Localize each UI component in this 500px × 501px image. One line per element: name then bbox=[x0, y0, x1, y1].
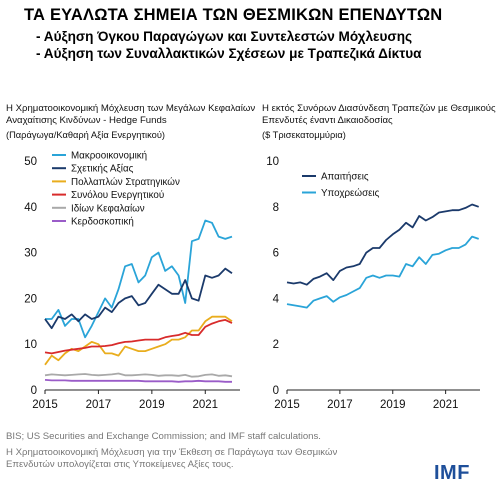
left-y-tick-label: 40 bbox=[24, 202, 37, 214]
left-legend-label: Μακροοικονομική bbox=[71, 151, 147, 162]
left-x-tick-label: 2017 bbox=[86, 399, 112, 411]
page-title: ΤΑ ΕΥΑΛΩΤΑ ΣΗΜΕΙΑ ΤΩΝ ΘΕΣΜΙΚΩΝ ΕΠΕΝΔΥΤΩΝ bbox=[24, 6, 443, 24]
left-series-line-1 bbox=[44, 267, 233, 330]
subtitle-bank-links: - Αύξηση των Συναλλακτικών Σχέσεων με Τρ… bbox=[36, 46, 422, 61]
left-legend-label: Ιδίων Κεφαλαίων bbox=[71, 203, 145, 214]
right-x-tick-label: 2019 bbox=[380, 399, 406, 411]
left-x-tick-label: 2021 bbox=[192, 399, 218, 411]
left-y-tick-label: 10 bbox=[24, 339, 37, 351]
right-y-tick-label: 8 bbox=[273, 202, 279, 214]
right-y-tick-label: 4 bbox=[273, 293, 280, 305]
left-legend-label: Σχετικής Αξίας bbox=[71, 164, 134, 175]
left-y-tick-label: 50 bbox=[24, 156, 37, 168]
left-legend-label: Συνόλου Ενεργητικού bbox=[71, 190, 164, 201]
left-series-line-4 bbox=[44, 372, 233, 378]
left-series-line-5 bbox=[44, 379, 232, 383]
right-legend-label: Απαιτήσεις bbox=[321, 172, 369, 183]
right-y-tick-label: 6 bbox=[273, 248, 279, 260]
left-legend-label: Κερδοσκοπική bbox=[71, 217, 134, 228]
right-x-tick-label: 2015 bbox=[274, 399, 300, 411]
right-series-line-1 bbox=[286, 235, 479, 309]
subtitle-derivatives: - Αύξηση Όγκου Παραγώγων και Συντελεστών… bbox=[36, 29, 413, 44]
right-x-tick-label: 2017 bbox=[327, 399, 353, 411]
left-y-tick-label: 20 bbox=[24, 293, 37, 305]
source-note: BIS; US Securities and Exchange Commissi… bbox=[6, 431, 321, 442]
left-y-tick-label: 0 bbox=[31, 385, 37, 397]
right-y-tick-label: 0 bbox=[273, 385, 279, 397]
right-legend-label: Υποχρεώσεις bbox=[321, 188, 380, 199]
methodology-note: Η Χρηματοοικονομική Μόχλευση για την Έκθ… bbox=[6, 447, 338, 470]
right-series-line-0 bbox=[286, 203, 479, 286]
imf-logo: IMF bbox=[434, 462, 470, 484]
left-x-tick-label: 2015 bbox=[32, 399, 58, 411]
right-y-tick-label: 2 bbox=[273, 339, 279, 351]
left-series-line-2 bbox=[44, 315, 233, 366]
left-legend-label: Πολλαπλών Στρατηγικών bbox=[71, 177, 180, 188]
left-panel-title: Η Χρηματοοικονομική Μόχλευση των Μεγάλων… bbox=[6, 103, 256, 126]
left-x-tick-label: 2019 bbox=[139, 399, 165, 411]
right-x-tick-label: 2021 bbox=[433, 399, 459, 411]
right-panel-unit: ($ Τρισεκατομμύρια) bbox=[262, 130, 346, 140]
left-y-tick-label: 30 bbox=[24, 248, 37, 260]
left-series-line-3 bbox=[44, 318, 233, 355]
right-panel-title: Η εκτός Συνόρων Διασύνδεση Τραπεζών με Θ… bbox=[262, 103, 496, 126]
right-y-tick-label: 10 bbox=[266, 156, 279, 168]
left-panel-unit: (Παράγωγα/Καθαρή Αξία Ενεργητικού) bbox=[6, 130, 166, 140]
